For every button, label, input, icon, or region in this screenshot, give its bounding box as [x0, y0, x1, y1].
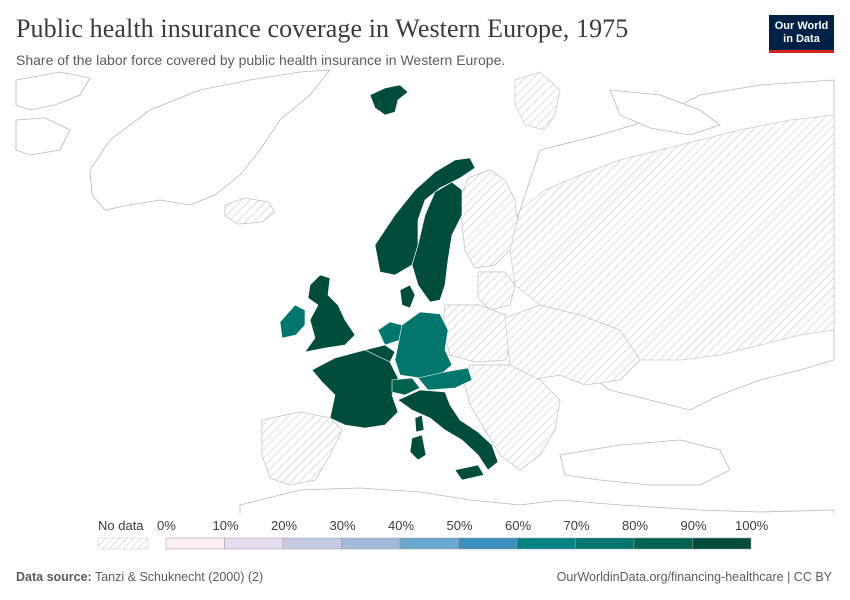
legend-tick-label: 10%	[212, 518, 239, 533]
footer-url-license[interactable]: OurWorldinData.org/financing-healthcare …	[556, 570, 832, 584]
poland-no-data[interactable]	[442, 304, 513, 363]
legend-tick-label: 90%	[680, 518, 707, 533]
austria[interactable]	[417, 367, 473, 391]
ireland[interactable]	[279, 304, 306, 339]
finland-no-data[interactable]	[459, 169, 519, 269]
turkey-outline	[559, 439, 731, 486]
legend-tick-label: 60%	[505, 518, 532, 533]
legend-bin-6[interactable]	[516, 537, 576, 550]
legend-tick-label: 30%	[329, 518, 356, 533]
legend-bin-0[interactable]	[165, 537, 225, 550]
owid-logo[interactable]: Our World in Data	[769, 15, 834, 53]
switzerland[interactable]	[391, 377, 421, 396]
legend-bin-1[interactable]	[224, 537, 284, 550]
legend-bin-5[interactable]	[458, 537, 518, 550]
franz-josef-no-data[interactable]	[514, 71, 561, 131]
united-kingdom[interactable]	[304, 274, 356, 353]
legend-bin-3[interactable]	[341, 537, 401, 550]
sweden[interactable]	[411, 181, 463, 303]
data-source-text[interactable]: Tanzi & Schuknecht (2000) (2)	[94, 570, 264, 584]
balkans-no-data[interactable]	[464, 364, 561, 471]
canada-island-outline	[15, 117, 71, 156]
chart-title: Public health insurance coverage in West…	[16, 14, 629, 43]
legend-bin-7[interactable]	[575, 537, 635, 550]
legend-bin-9[interactable]	[692, 537, 752, 550]
corsica[interactable]	[414, 414, 425, 433]
logo-line-1: Our World	[774, 20, 829, 32]
legend-tick-label: 40%	[388, 518, 415, 533]
legend-tick-label: 0%	[157, 518, 176, 533]
chart-subtitle: Share of the labor force covered by publ…	[16, 52, 506, 68]
greenland-outline	[89, 69, 331, 211]
legend-bin-4[interactable]	[399, 537, 459, 550]
north-africa-outline	[239, 487, 835, 513]
legend-tick-label: 50%	[446, 518, 473, 533]
svalbard[interactable]	[369, 84, 409, 116]
europe-map	[15, 69, 835, 513]
novaya-zemlya-outline	[609, 89, 721, 136]
france[interactable]	[311, 349, 399, 429]
data-source: Data source: Tanzi & Schuknecht (2000) (…	[16, 570, 263, 584]
germany[interactable]	[394, 311, 453, 379]
legend-tick-label: 100%	[735, 518, 769, 533]
russia-no-data[interactable]	[509, 114, 835, 361]
iberia-no-data[interactable]	[261, 411, 343, 486]
canada-arctic-outline	[15, 71, 91, 111]
logo-line-2: in Data	[783, 33, 820, 45]
legend-bin-2[interactable]	[282, 537, 342, 550]
baltics-no-data[interactable]	[477, 271, 516, 311]
sardinia[interactable]	[409, 434, 427, 461]
data-source-label: Data source:	[16, 570, 92, 584]
legend-no-data-label: No data	[98, 518, 144, 533]
legend-no-data-swatch	[97, 537, 149, 550]
legend-tick-label: 20%	[271, 518, 298, 533]
legend-tick-label: 80%	[622, 518, 649, 533]
legend-tick-label: 70%	[563, 518, 590, 533]
legend-bin-8[interactable]	[633, 537, 693, 550]
italy[interactable]	[397, 389, 499, 471]
iceland-no-data[interactable]	[224, 197, 276, 225]
sicily[interactable]	[454, 464, 485, 481]
denmark[interactable]	[399, 284, 416, 309]
